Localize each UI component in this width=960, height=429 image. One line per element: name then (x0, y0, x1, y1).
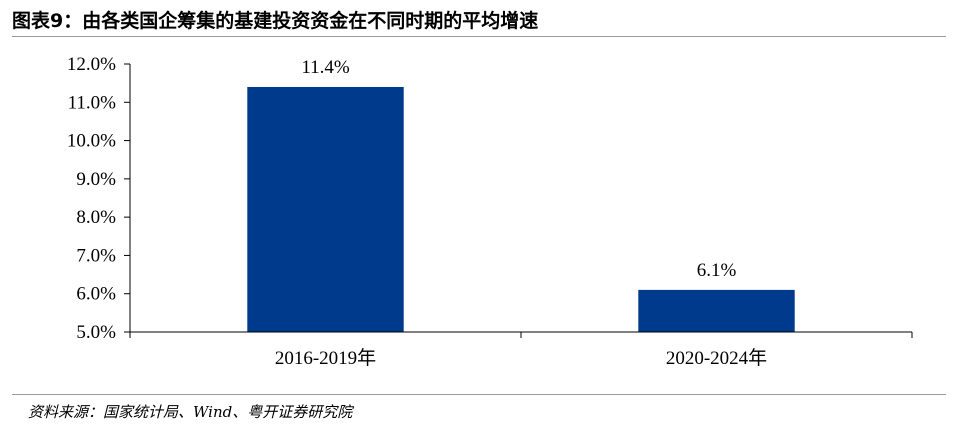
bars (247, 86, 795, 332)
x-category-label: 2020-2024年 (666, 347, 767, 369)
x-category-label: 2016-2019年 (275, 347, 376, 369)
y-tick-label: 6.0% (76, 284, 116, 305)
y-axis-ticks: 5.0% 6.0% 7.0% 8.0% 9.0% 10.0% 11.0% 12.0% (67, 54, 131, 343)
source-note: 资料来源：国家统计局、Wind、粤开证券研究院 (28, 403, 353, 421)
bar (247, 86, 404, 332)
top-divider (12, 36, 946, 37)
y-tick-label: 5.0% (76, 322, 116, 343)
bar-value-label: 6.1% (697, 260, 737, 281)
bottom-divider (12, 394, 946, 395)
y-tick-label: 9.0% (76, 169, 116, 190)
x-axis: 2016-2019年 2020-2024年 (129, 331, 913, 369)
chart-title: 图表9：由各类国企筹集的基建投资资金在不同时期的平均增速 (12, 10, 539, 32)
bar (638, 289, 795, 332)
y-tick-label: 11.0% (68, 92, 117, 113)
y-tick-label: 12.0% (67, 54, 116, 75)
y-tick-label: 10.0% (67, 131, 116, 152)
data-labels: 11.4% 6.1% (301, 57, 736, 281)
y-tick-label: 8.0% (76, 207, 116, 228)
bar-value-label: 11.4% (301, 57, 350, 78)
y-tick-label: 7.0% (76, 245, 116, 266)
